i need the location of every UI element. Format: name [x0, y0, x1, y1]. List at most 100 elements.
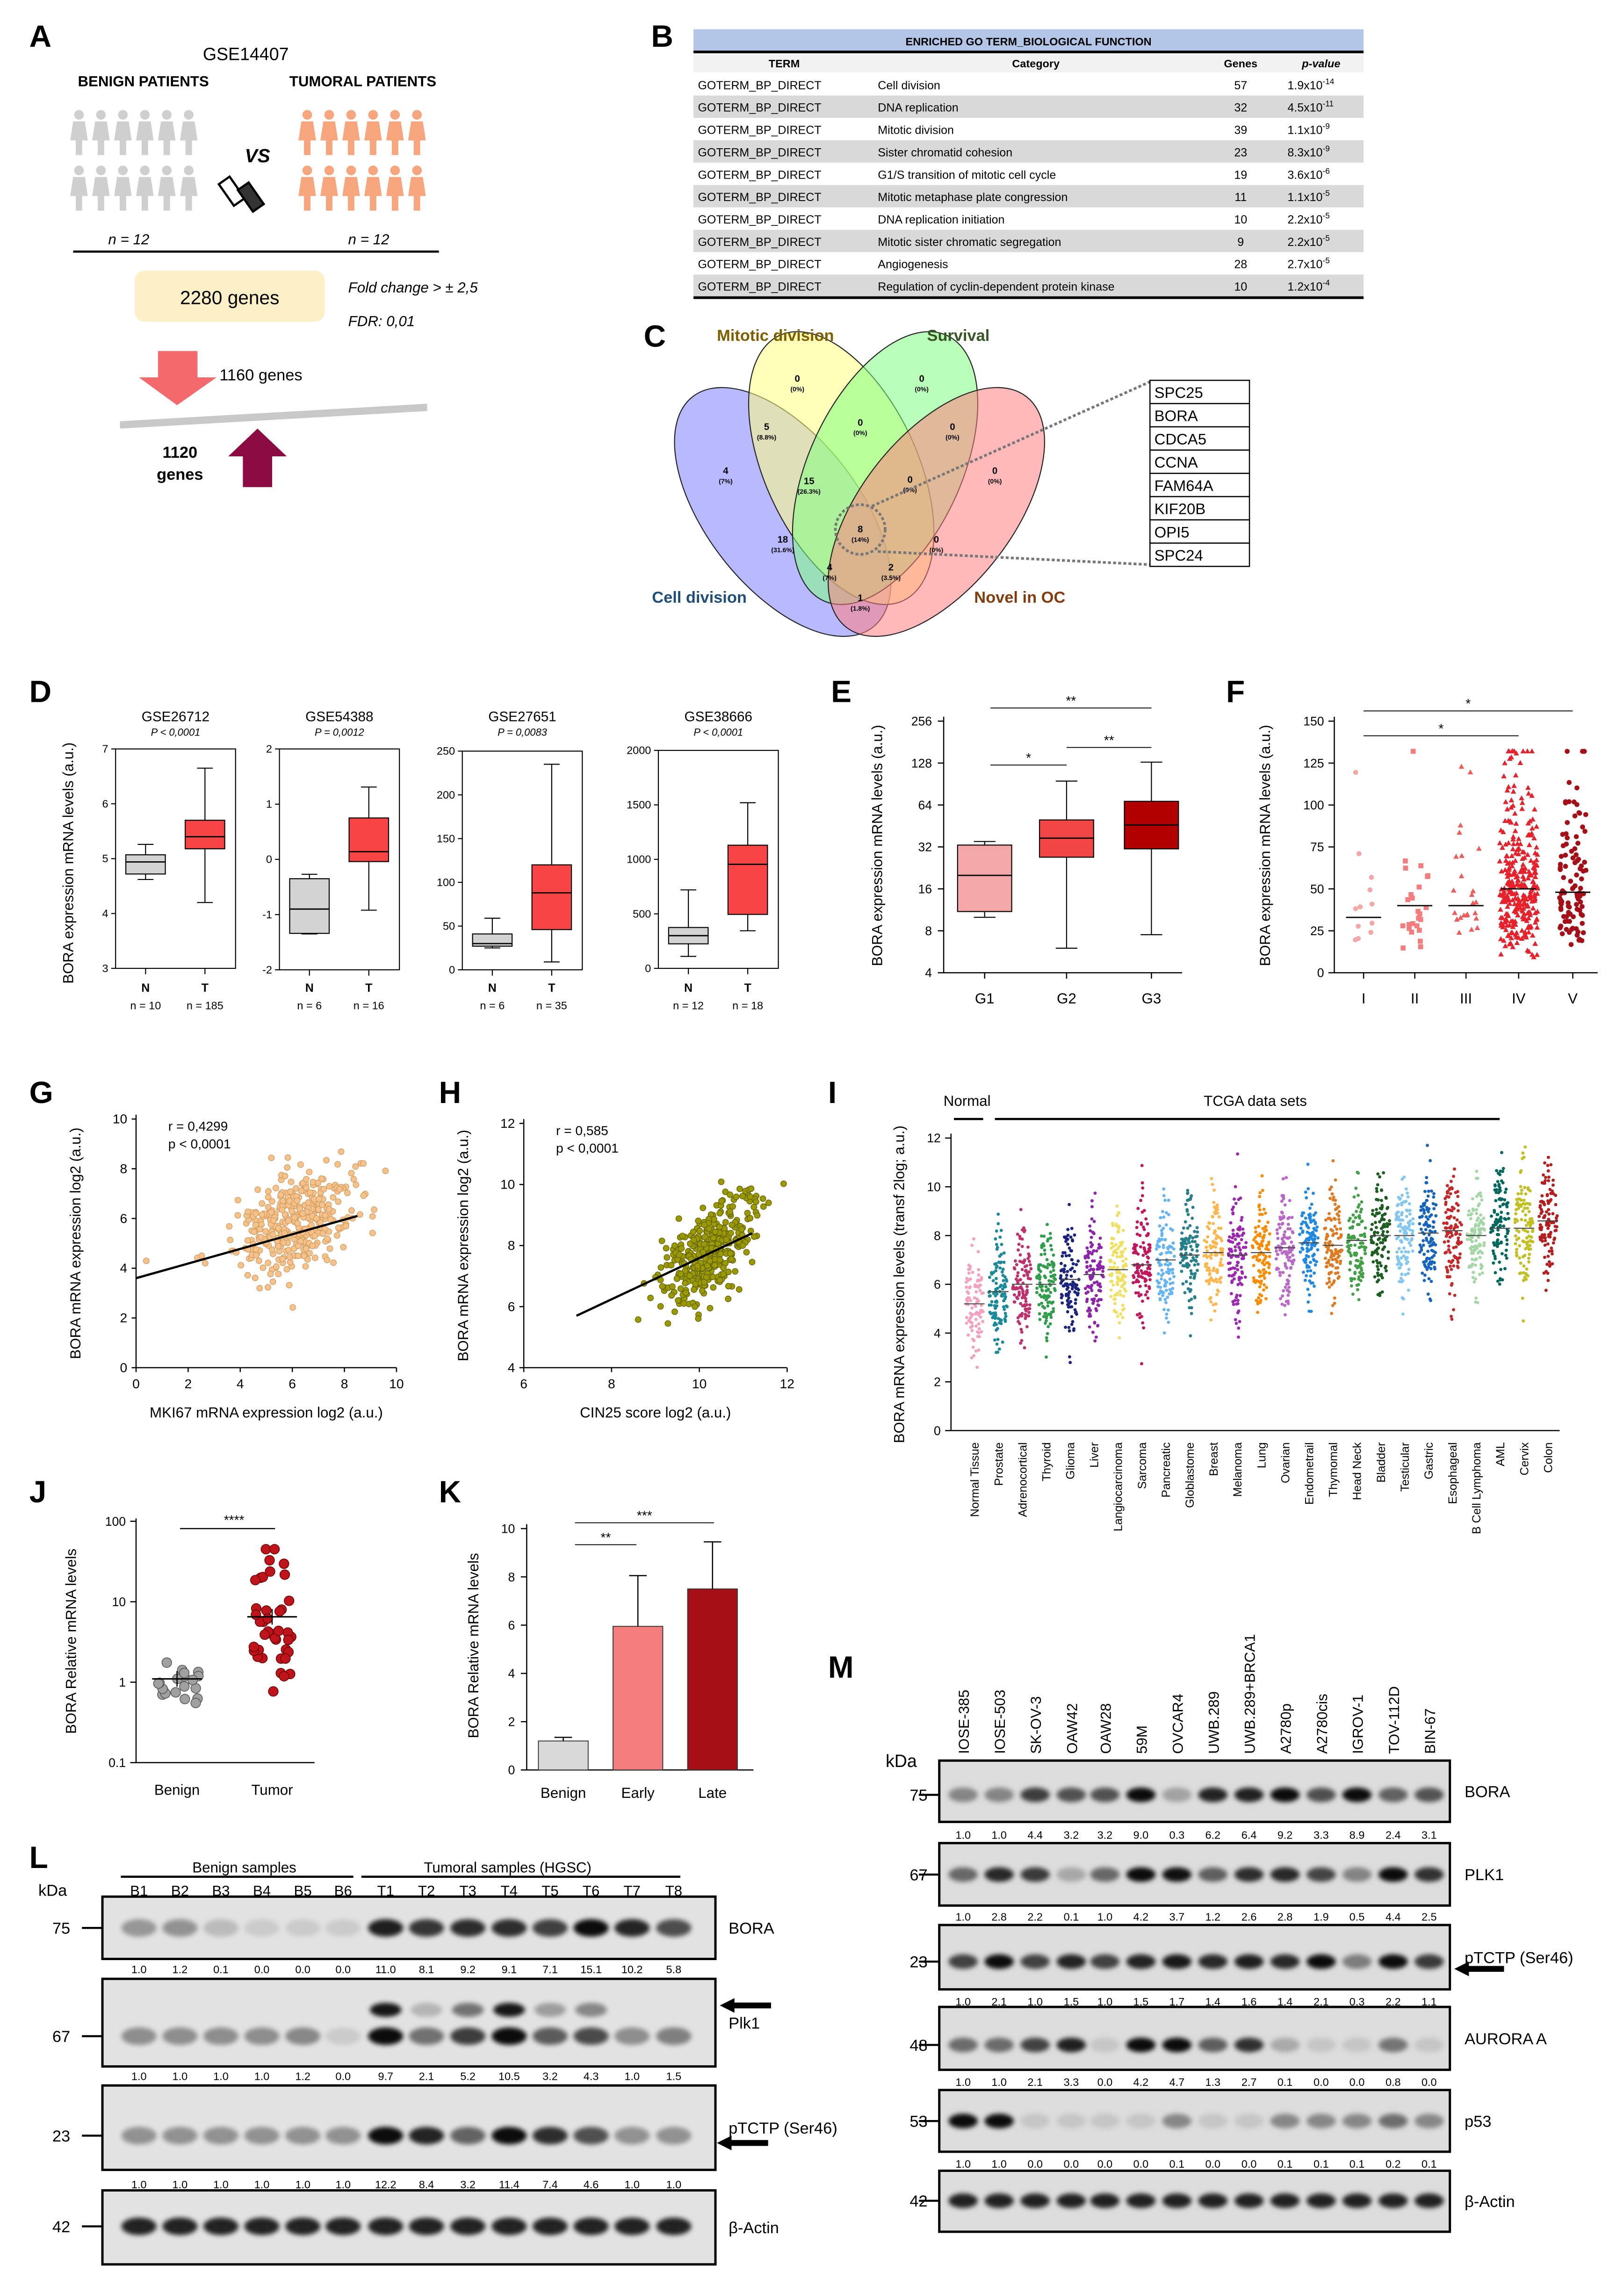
data-point [1066, 1242, 1069, 1246]
person-body [298, 177, 316, 211]
downregulated-genes-label: 1160 genes [219, 366, 302, 384]
data-point [1502, 760, 1508, 765]
data-point [1531, 835, 1537, 841]
protein-band [325, 2217, 361, 2236]
data-point [1065, 1283, 1068, 1287]
data-point [1529, 793, 1535, 798]
data-point [1283, 1203, 1287, 1207]
data-point [1309, 1274, 1313, 1278]
data-point [285, 1247, 292, 1254]
data-point [1171, 1271, 1175, 1275]
data-point [1384, 1269, 1388, 1273]
p-value-exponent: -5 [1322, 188, 1329, 198]
data-point [1229, 1221, 1233, 1225]
data-point [739, 1193, 746, 1199]
y-tick-label: 32 [918, 840, 932, 854]
data-point [1207, 1282, 1211, 1285]
blot-membrane [101, 2084, 717, 2171]
band-quantification: 3.1 [1422, 1829, 1437, 1841]
gene-name: SPC25 [1155, 384, 1203, 401]
data-point [299, 1210, 306, 1217]
data-point [1209, 1318, 1213, 1322]
data-point [1406, 1195, 1410, 1199]
band-quantification: 1.0 [624, 2070, 640, 2083]
data-point [1204, 1262, 1207, 1266]
data-point [1073, 1308, 1077, 1312]
data-point [1228, 1235, 1231, 1239]
data-point [279, 1569, 290, 1580]
benign-patient-icon [70, 110, 88, 155]
data-point [1559, 931, 1565, 937]
data-point [1025, 1288, 1029, 1292]
data-point [1282, 1195, 1285, 1199]
data-point [722, 1188, 729, 1195]
data-point [1090, 1245, 1093, 1248]
data-point [1254, 1230, 1257, 1234]
venn-region-percent: (14%) [852, 536, 869, 543]
data-point [1049, 1270, 1053, 1274]
data-point [1003, 1318, 1007, 1322]
data-point [1371, 1209, 1375, 1212]
data-point [996, 1212, 1000, 1216]
data-point [1163, 1198, 1167, 1202]
data-point [1546, 1226, 1550, 1230]
row-background [693, 274, 1364, 297]
table-title: ENRICHED GO TERM_BIOLOGICAL FUNCTION [906, 36, 1152, 48]
data-point [1583, 867, 1588, 873]
data-point [1218, 1263, 1222, 1267]
category-cell: Regulation of cyclin-dependent protein k… [878, 281, 1114, 294]
data-point [1328, 1188, 1332, 1191]
data-point [1116, 1314, 1119, 1318]
data-point [1523, 1219, 1527, 1222]
data-point [1002, 1251, 1006, 1255]
data-point [1401, 1312, 1405, 1316]
data-point [1350, 1254, 1353, 1257]
data-point [1514, 1212, 1518, 1216]
data-point [1235, 1264, 1239, 1268]
data-point [1360, 1245, 1363, 1248]
data-point [1526, 893, 1532, 898]
data-point [1499, 1216, 1503, 1220]
data-point [974, 1305, 977, 1308]
data-point [269, 1231, 276, 1238]
data-point [1184, 1242, 1188, 1246]
data-point [1159, 1216, 1162, 1219]
data-point [1061, 1268, 1064, 1271]
data-point [1205, 1255, 1209, 1259]
data-point [1118, 1271, 1122, 1275]
data-point [1066, 1227, 1070, 1231]
tumoral-samples-header: Tumoral samples (HGSC) [424, 1859, 591, 1875]
data-point [1205, 1225, 1209, 1228]
data-point [1407, 1221, 1410, 1225]
data-point [1094, 1294, 1098, 1298]
protein-band [1270, 1787, 1300, 1803]
data-point [1547, 1223, 1551, 1226]
data-point [1507, 1217, 1510, 1220]
data-point [1530, 1240, 1533, 1243]
data-point [1453, 853, 1459, 859]
data-point [1119, 1250, 1123, 1254]
data-point [991, 1279, 995, 1283]
y-tick-label: 0 [449, 964, 455, 976]
data-point [1260, 1294, 1263, 1298]
data-point [1281, 1177, 1285, 1181]
data-point [990, 1300, 994, 1304]
data-point [1407, 1225, 1411, 1228]
band-quantification: 0.1 [213, 1963, 229, 1976]
data-point [1350, 1284, 1353, 1288]
data-point [1014, 1277, 1018, 1281]
data-point [1426, 1217, 1430, 1221]
protein-band [1162, 2037, 1192, 2053]
data-point [1258, 1243, 1262, 1247]
x-tick-label: Early [621, 1785, 655, 1801]
data-point [1426, 1144, 1429, 1147]
kda-label: kDa [886, 1751, 917, 1771]
data-point [1285, 1250, 1288, 1254]
data-point [1523, 1254, 1527, 1257]
data-point [1493, 1255, 1497, 1258]
data-point [1334, 1271, 1337, 1275]
data-point [1257, 1205, 1261, 1209]
table-header: Genes [1224, 58, 1257, 70]
y-tick-label: 2 [120, 1311, 128, 1325]
data-point [1508, 880, 1514, 886]
